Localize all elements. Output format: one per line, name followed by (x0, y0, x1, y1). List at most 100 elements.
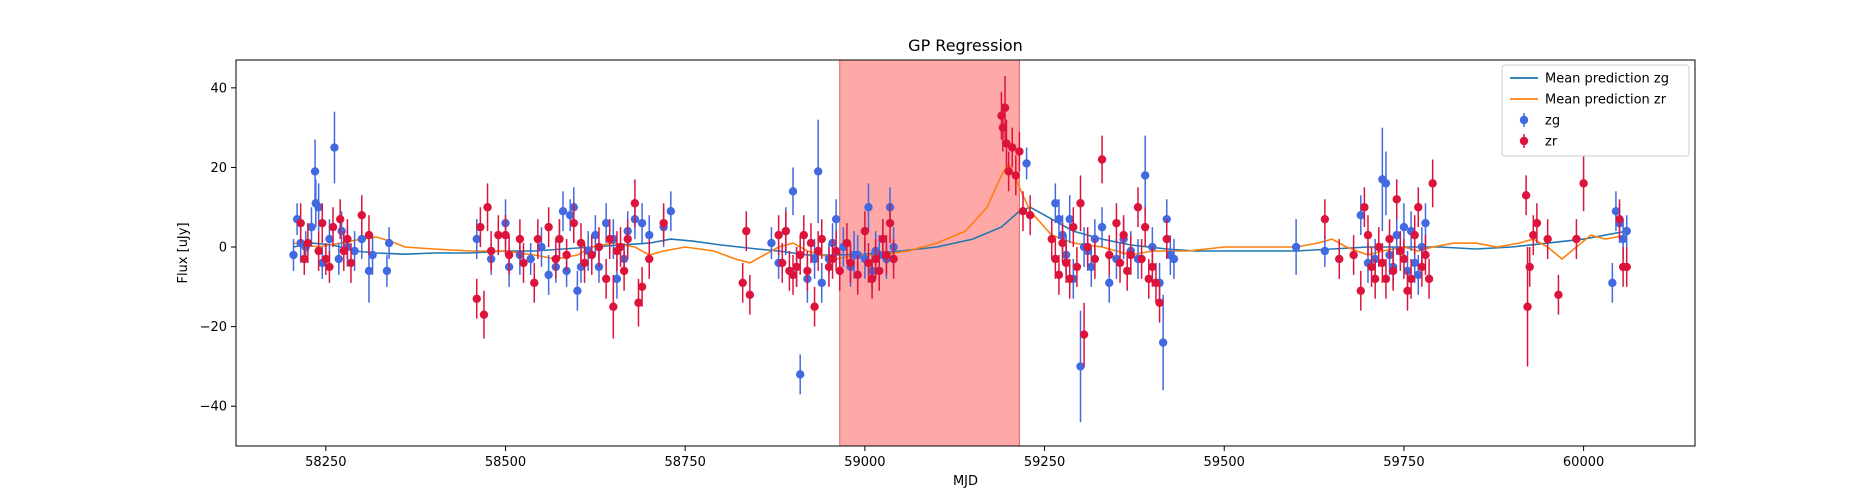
data-point (828, 254, 837, 264)
data-point (1054, 214, 1064, 224)
data-point (1399, 222, 1409, 232)
data-point (562, 250, 571, 260)
data-point (310, 167, 320, 176)
data-point (1388, 266, 1398, 276)
data-point (1378, 258, 1387, 268)
x-tick-label: 59500 (1204, 455, 1245, 470)
x-axis-label: MJD (953, 474, 978, 489)
data-point (1079, 330, 1089, 339)
data-point (799, 230, 808, 240)
data-point (1622, 226, 1631, 236)
data-point (587, 250, 596, 260)
observation-points (289, 75, 1631, 423)
series-zr (296, 75, 1631, 367)
data-point (1529, 230, 1538, 240)
data-point (659, 218, 668, 228)
data-point (634, 298, 643, 307)
data-point (544, 270, 553, 280)
x-tick-label: 58750 (665, 455, 706, 470)
data-point (1022, 159, 1031, 168)
data-point (339, 246, 349, 256)
data-point (289, 250, 298, 260)
data-point (314, 203, 323, 212)
plot-area-frame (235, 59, 1696, 447)
data-point (1543, 234, 1552, 244)
data-point (1144, 274, 1153, 284)
data-point (1011, 171, 1021, 180)
data-point (1097, 222, 1107, 232)
data-point (1112, 218, 1121, 228)
data-point (1554, 290, 1563, 299)
data-point (774, 230, 783, 240)
data-point (1399, 254, 1409, 264)
data-point (788, 187, 798, 196)
data-point (303, 238, 313, 248)
data-point (1051, 199, 1060, 208)
data-point (1396, 246, 1405, 256)
data-point (334, 254, 343, 264)
data-point (1370, 274, 1380, 284)
data-point (601, 218, 611, 228)
data-point (346, 258, 356, 268)
legend: Mean prediction zg Mean prediction zr zg zr (1501, 64, 1690, 157)
data-point (1169, 254, 1179, 264)
x-tick-label: 58500 (485, 455, 526, 470)
data-point (778, 258, 787, 268)
data-point (1349, 250, 1358, 260)
data-point (637, 282, 647, 292)
data-point (842, 238, 852, 248)
data-point (738, 278, 747, 288)
data-point (871, 254, 880, 264)
legend-entry-label: zr (1545, 135, 1558, 150)
chart-title: GP Regression (908, 36, 1023, 55)
data-point (645, 254, 654, 264)
data-point (1058, 238, 1067, 248)
data-point (350, 246, 359, 256)
data-point (321, 254, 331, 264)
data-point (1374, 242, 1383, 252)
data-point (526, 254, 535, 264)
data-point (384, 238, 394, 248)
data-point (1320, 246, 1330, 256)
data-point (835, 266, 844, 276)
y-axis-ticks: −40 −20 0 20 40 (200, 81, 236, 415)
data-point (1356, 210, 1365, 220)
data-point (1410, 230, 1419, 240)
data-point (537, 242, 546, 252)
data-point (742, 226, 751, 236)
data-point (817, 234, 826, 244)
data-point (1428, 179, 1437, 188)
data-point (616, 242, 625, 252)
data-point (864, 258, 873, 268)
data-point (1148, 262, 1157, 272)
data-point (1424, 274, 1434, 284)
data-point (1421, 218, 1430, 228)
data-point (810, 302, 819, 311)
data-point (637, 218, 647, 228)
data-point (1406, 274, 1416, 284)
data-point (519, 258, 528, 268)
data-point (1421, 250, 1430, 260)
legend-entry-label: zg (1545, 114, 1560, 129)
data-point (476, 222, 485, 232)
y-tick-label: −40 (200, 400, 227, 415)
data-point (1579, 179, 1588, 188)
data-point (1615, 214, 1624, 224)
legend-box (1501, 64, 1690, 157)
data-point (1525, 262, 1534, 272)
data-point (1105, 250, 1114, 260)
data-point (1572, 234, 1581, 244)
data-point (803, 266, 812, 276)
data-point (1608, 278, 1617, 288)
data-point (817, 278, 826, 288)
data-point (573, 286, 582, 296)
data-point (1367, 262, 1376, 272)
data-point (619, 266, 629, 276)
data-point (486, 246, 496, 256)
data-point (472, 234, 481, 244)
y-tick-label: 40 (210, 81, 227, 96)
data-point (566, 210, 575, 220)
data-point (576, 238, 586, 248)
legend-entry-label: Mean prediction zg (1545, 72, 1669, 87)
data-point (1119, 230, 1128, 240)
